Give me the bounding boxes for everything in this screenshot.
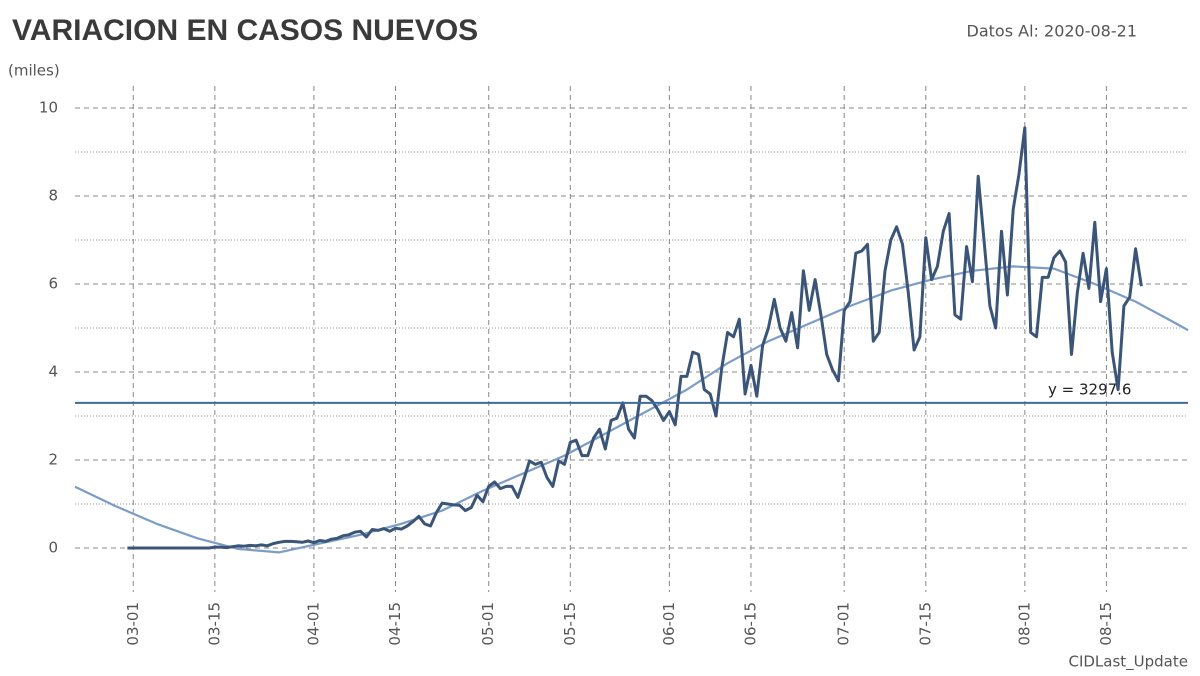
y-axis-label: (miles) [8, 62, 60, 80]
reference-label: y = 3297.6 [1048, 380, 1131, 398]
x-tick-label: 06-15 [741, 602, 759, 646]
x-tick-label: 07-01 [835, 602, 853, 646]
x-tick-label: 03-01 [124, 602, 142, 646]
x-tick-label: 08-01 [1015, 602, 1033, 646]
x-tick-label: 07-15 [916, 602, 934, 646]
y-tick-label: 10 [39, 99, 58, 117]
data-line [74, 265, 1189, 554]
y-tick-label: 2 [48, 451, 58, 469]
x-tick-label: 05-01 [479, 602, 497, 646]
x-tick-label: 03-15 [205, 602, 223, 646]
x-tick-label: 06-01 [660, 602, 678, 646]
y-tick-label: 6 [48, 275, 58, 293]
x-tick-label: 08-15 [1097, 602, 1115, 646]
chart-subtitle: Datos Al: 2020-08-21 [967, 22, 1137, 41]
y-tick-label: 4 [48, 363, 58, 381]
x-axis-label: CIDLast_Update [1068, 653, 1188, 672]
y-tick-label: 0 [48, 539, 58, 557]
x-tick-label: 04-15 [386, 602, 404, 646]
y-tick-label: 8 [48, 187, 58, 205]
x-tick-label: 05-15 [561, 602, 579, 646]
x-tick-label: 04-01 [304, 602, 322, 646]
data-line [127, 126, 1143, 550]
chart-title: VARIACION EN CASOS NUEVOS [12, 14, 478, 47]
